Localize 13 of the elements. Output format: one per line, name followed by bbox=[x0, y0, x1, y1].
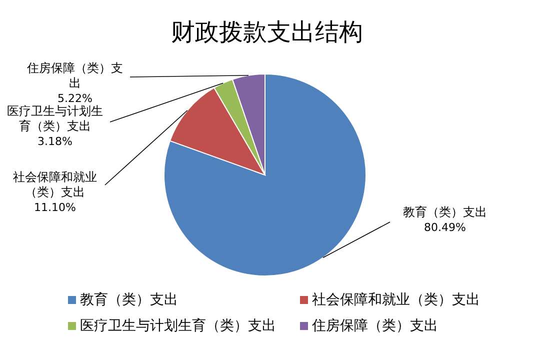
legend-label: 住房保障（类）支出 bbox=[311, 318, 438, 334]
slice-label: 住房保障（类）支出 bbox=[26, 61, 124, 91]
legend-label: 社会保障和就业（类）支出 bbox=[312, 292, 480, 308]
slice-label: 社会保障和就业（类）支出 bbox=[12, 170, 98, 200]
data-label: 5.22% bbox=[56, 91, 94, 105]
data-label: 11.10% bbox=[33, 200, 77, 215]
legend-label: 医疗卫生与计划生育（类）支出 bbox=[80, 317, 276, 334]
chart-title: 财政拨款支出结构 bbox=[171, 18, 363, 46]
data-label: 3.18% bbox=[36, 134, 74, 149]
data-label: 80.49% bbox=[423, 220, 467, 235]
slice-label: 医疗卫生与计划生育（类）支出 bbox=[6, 104, 104, 134]
legend-label: 教育（类）支出 bbox=[80, 291, 178, 308]
slice-label: 教育（类）支出 bbox=[402, 205, 488, 220]
